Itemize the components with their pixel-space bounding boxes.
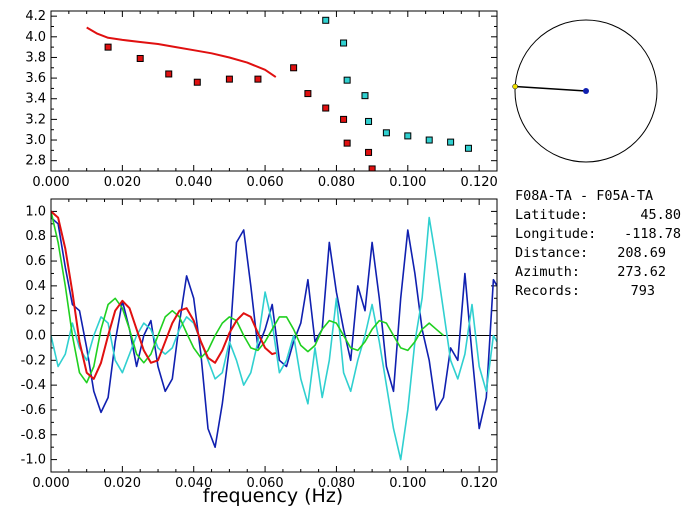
red-point — [340, 115, 348, 123]
red-point — [193, 78, 201, 86]
azimuth-label: Azimuth: — [515, 264, 580, 280]
red-point — [136, 54, 144, 62]
x-tick-label: 0.100 — [389, 476, 426, 491]
longitude-label: Longitude: — [515, 226, 596, 242]
y-tick-label: 3.8 — [25, 50, 46, 65]
dispersion-panel: 0.000 0.020 0.040 0.060 0.080 0.100 0.120 2.8 3.… — [25, 9, 497, 190]
x-axis-label: frequency (Hz) — [203, 485, 343, 507]
y-tick-label: 0.6 — [25, 254, 46, 269]
navy-series-line — [51, 216, 497, 448]
y-tick-label: -0.6 — [21, 403, 46, 418]
station-info-panel: F08A-TA - F05A-TA Latitude: 45.80 Longit… — [515, 188, 681, 299]
x-tick-label: 0.060 — [246, 175, 283, 190]
red-point — [290, 64, 298, 72]
x-tick-label: 0.020 — [104, 175, 141, 190]
records-value: 793 — [631, 283, 655, 299]
red-point — [368, 165, 376, 171]
y-tick-label: -1.0 — [21, 453, 46, 468]
y-tick-label: -0.2 — [21, 353, 46, 368]
y-tick-label: 3.0 — [25, 133, 46, 148]
x-tick-label: 0.040 — [175, 175, 212, 190]
x-tick-label: 0.000 — [32, 476, 69, 491]
red-point — [304, 90, 312, 98]
red-point — [104, 43, 112, 51]
y-tick-label: 0.4 — [25, 279, 46, 294]
y-tick-label: 1.0 — [25, 204, 46, 219]
x-tick-label: 0.000 — [32, 175, 69, 190]
red-point — [343, 139, 351, 147]
correlation-panel: 0.000 0.020 0.040 0.060 0.080 0.100 0.120 1.0 0.… — [21, 198, 498, 491]
plot-frame — [50, 198, 498, 473]
cyan-point — [343, 76, 351, 84]
x-tick-label: 0.060 — [246, 476, 283, 491]
x-tick-label: 0.100 — [389, 175, 426, 190]
red-point — [322, 104, 330, 112]
station-pair-title: F08A-TA - F05A-TA — [515, 188, 653, 204]
cyan-point — [447, 138, 455, 146]
y-tick-label: 4.0 — [25, 30, 46, 45]
longitude-value: -118.78 — [624, 226, 681, 242]
red-point — [365, 148, 373, 156]
y-tick-label: 3.6 — [25, 71, 46, 86]
red-point — [254, 75, 262, 83]
station-marker — [583, 88, 589, 94]
x-tick-label: 0.120 — [461, 476, 498, 491]
cyan-point — [464, 144, 472, 152]
azimuth-compass — [512, 19, 658, 163]
red-point — [165, 70, 173, 78]
latitude-label: Latitude: — [515, 207, 588, 223]
red-series-line — [86, 26, 277, 78]
y-tick-label: 3.2 — [25, 112, 46, 127]
cyan-point — [382, 129, 390, 137]
plot-area — [86, 16, 472, 171]
y-tick-label: 0.8 — [25, 229, 46, 244]
records-label: Records: — [515, 283, 580, 299]
y-tick-label: 0.0 — [25, 329, 46, 344]
distance-value: 208.69 — [617, 245, 666, 261]
x-tick-label: 0.040 — [175, 476, 212, 491]
azimuth-value: 273.62 — [617, 264, 666, 280]
x-tick-label: 0.120 — [461, 175, 498, 190]
y-tick-label: -0.4 — [21, 378, 46, 393]
azimuth-line — [515, 85, 587, 92]
green-series-line — [51, 211, 445, 384]
cyan-point — [361, 92, 369, 100]
red-point — [225, 75, 233, 83]
y-tick-label: -0.8 — [21, 428, 46, 443]
y-tick-label: 2.8 — [25, 154, 46, 169]
x-tick-label: 0.080 — [318, 175, 355, 190]
cyan-point — [340, 39, 348, 47]
y-tick-label: 0.2 — [25, 304, 46, 319]
cyan-point — [404, 132, 412, 140]
x-tick-label: 0.080 — [318, 476, 355, 491]
y-tick-label: 4.2 — [25, 9, 46, 24]
plot-frame — [50, 10, 498, 172]
compass-circle — [514, 19, 658, 163]
red-series-line — [51, 210, 277, 380]
plot-area — [51, 210, 497, 461]
cyan-point — [322, 16, 330, 24]
latitude-value: 45.80 — [640, 207, 681, 223]
cyan-series-line — [51, 216, 497, 461]
distance-label: Distance: — [515, 245, 588, 261]
cyan-point — [425, 136, 433, 144]
source-marker — [512, 83, 518, 90]
x-tick-label: 0.020 — [104, 476, 141, 491]
y-tick-label: 3.4 — [25, 92, 46, 107]
cyan-point — [365, 117, 373, 125]
